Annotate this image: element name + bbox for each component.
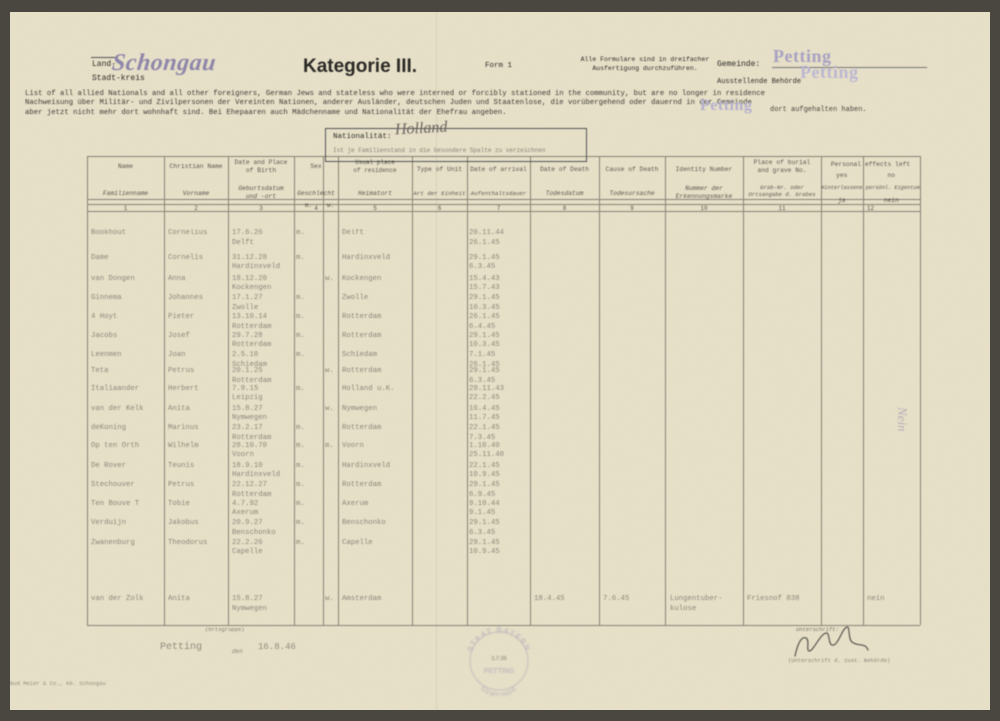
svg-text:GEMEINDE: GEMEINDE xyxy=(479,685,519,696)
svg-text:STAAT BAYERN: STAAT BAYERN xyxy=(465,626,533,653)
svg-text:PETTING: PETTING xyxy=(484,668,515,675)
svg-text:1.7.35: 1.7.35 xyxy=(491,656,506,662)
